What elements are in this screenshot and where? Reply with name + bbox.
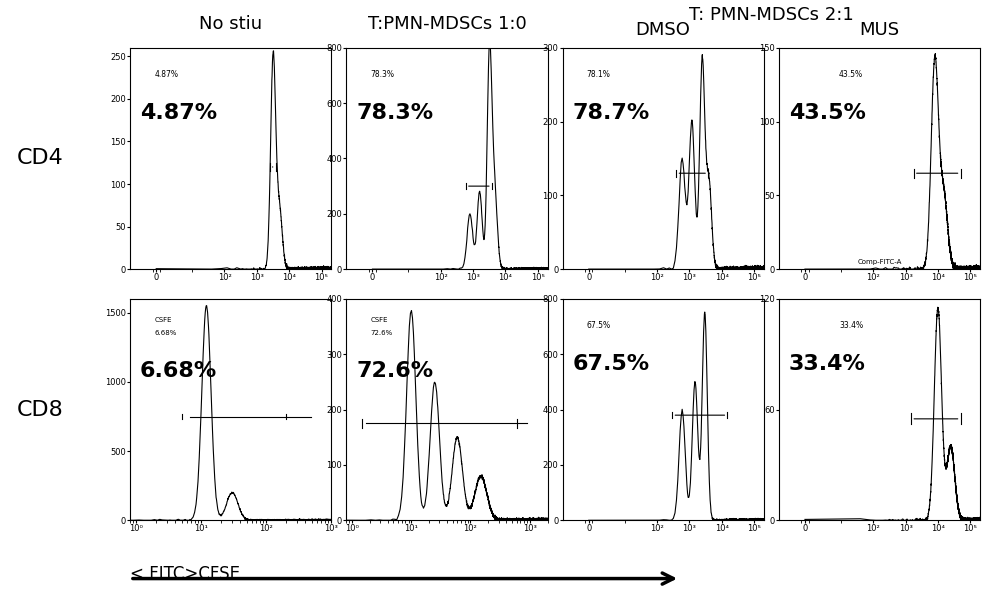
Text: CD4: CD4	[17, 148, 63, 169]
Text: 67.5%: 67.5%	[587, 321, 611, 330]
Text: 33.4%: 33.4%	[839, 321, 863, 330]
Text: 4.87%: 4.87%	[140, 103, 217, 123]
Text: Comp-FITC-A: Comp-FITC-A	[857, 259, 902, 265]
Text: No stiu: No stiu	[199, 15, 262, 33]
Text: T: PMN-MDSCs 2:1: T: PMN-MDSCs 2:1	[689, 6, 854, 24]
Text: 67.5%: 67.5%	[573, 354, 650, 374]
Text: 6.68%: 6.68%	[154, 330, 177, 336]
Text: 72.6%: 72.6%	[370, 330, 393, 336]
Text: 43.5%: 43.5%	[839, 70, 863, 79]
Text: 4.87%: 4.87%	[154, 70, 178, 79]
Text: CD8: CD8	[17, 399, 63, 420]
Text: 78.1%: 78.1%	[587, 70, 611, 79]
Text: 72.6%: 72.6%	[356, 361, 433, 381]
Text: 78.3%: 78.3%	[356, 103, 433, 123]
Text: 33.4%: 33.4%	[789, 354, 866, 374]
Text: CSFE: CSFE	[370, 317, 388, 323]
Text: CSFE: CSFE	[154, 317, 172, 323]
Text: 78.7%: 78.7%	[573, 103, 650, 123]
Text: DMSO: DMSO	[636, 21, 691, 39]
Text: < FITC>CFSE: < FITC>CFSE	[130, 565, 240, 583]
Text: T:PMN-MDSCs 1:0: T:PMN-MDSCs 1:0	[368, 15, 526, 33]
Text: MUS: MUS	[859, 21, 899, 39]
Text: 6.68%: 6.68%	[140, 361, 217, 381]
Text: 78.3%: 78.3%	[370, 70, 394, 79]
Text: 43.5%: 43.5%	[789, 103, 866, 123]
